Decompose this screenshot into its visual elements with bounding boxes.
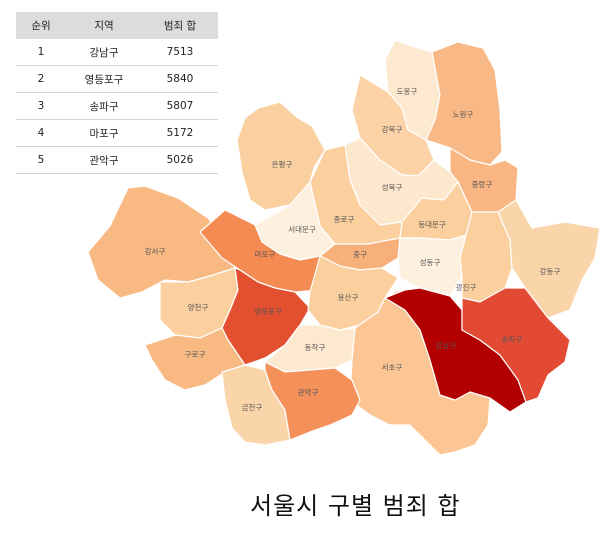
district-label-yongsan: 용산구: [338, 292, 359, 302]
district-label-gwangjin: 광진구: [456, 282, 477, 292]
header-rank: 순위: [16, 12, 66, 39]
district-label-yeongdeungpo: 영등포구: [254, 306, 282, 316]
district-label-gangnam: 강남구: [436, 340, 457, 350]
table-row: 4 마포구 5172: [16, 119, 218, 147]
district-label-gwanak: 관악구: [298, 387, 319, 397]
cell-rank: 4: [16, 119, 66, 147]
cell-area: 영등포구: [66, 65, 142, 93]
table-row: 2 영등포구 5840: [16, 65, 218, 93]
cell-count: 5807: [142, 92, 218, 120]
cell-rank: 2: [16, 65, 66, 93]
table-header-row: 순위 지역 범죄 합: [16, 12, 218, 39]
header-area: 지역: [66, 12, 142, 39]
district-label-seongbuk: 성북구: [382, 183, 403, 192]
district-gangdong: [497, 199, 601, 319]
district-label-mapo: 마포구: [255, 250, 276, 259]
table-row: 5 관악구 5026: [16, 146, 218, 174]
district-label-jongno: 종로구: [334, 215, 355, 224]
cell-count: 7513: [142, 39, 218, 66]
cell-count: 5840: [142, 65, 218, 93]
district-label-dobong: 도봉구: [397, 87, 418, 96]
district-label-songpa: 송파구: [502, 335, 523, 344]
cell-area: 강남구: [66, 39, 142, 66]
district-label-guro: 구로구: [185, 350, 206, 359]
district-eunpyeong: [236, 101, 326, 211]
cell-rank: 3: [16, 92, 66, 120]
cell-count: 5172: [142, 119, 218, 147]
cell-rank: 1: [16, 39, 66, 66]
district-label-nowon: 노원구: [453, 110, 474, 119]
district-label-dongjak: 동작구: [305, 342, 326, 352]
district-label-gangbuk: 강북구: [382, 124, 403, 134]
district-songpa: [461, 287, 571, 403]
cell-area: 관악구: [66, 146, 142, 174]
district-gwanak: [264, 361, 361, 441]
district-label-dongdaemun: 동대문구: [418, 220, 446, 229]
district-label-seongdong: 성동구: [420, 258, 441, 267]
district-label-yangcheon: 양천구: [188, 302, 209, 312]
district-label-seodaemun: 서대문구: [288, 225, 316, 234]
crime-rank-table: 순위 지역 범죄 합 1 강남구 7513 2 영등포구 5840 3 송파구 …: [16, 12, 218, 174]
district-label-gangseo: 강서구: [145, 246, 166, 256]
district-label-eunpyeong: 은평구: [272, 159, 293, 169]
district-label-gangdong: 강동구: [540, 266, 561, 276]
district-label-jungnang: 중랑구: [472, 180, 493, 189]
table-row: 3 송파구 5807: [16, 92, 218, 120]
cell-count: 5026: [142, 146, 218, 174]
district-label-junggu: 중구: [353, 250, 367, 259]
district-label-geumcheon: 금천구: [242, 402, 263, 412]
header-count: 범죄 합: [142, 12, 218, 39]
cell-area: 송파구: [66, 92, 142, 120]
cell-rank: 5: [16, 146, 66, 174]
table-row: 1 강남구 7513: [16, 39, 218, 66]
cell-area: 마포구: [66, 119, 142, 147]
map-title: 서울시 구별 범죄 합: [250, 492, 461, 520]
district-label-seocho: 서초구: [382, 363, 403, 372]
